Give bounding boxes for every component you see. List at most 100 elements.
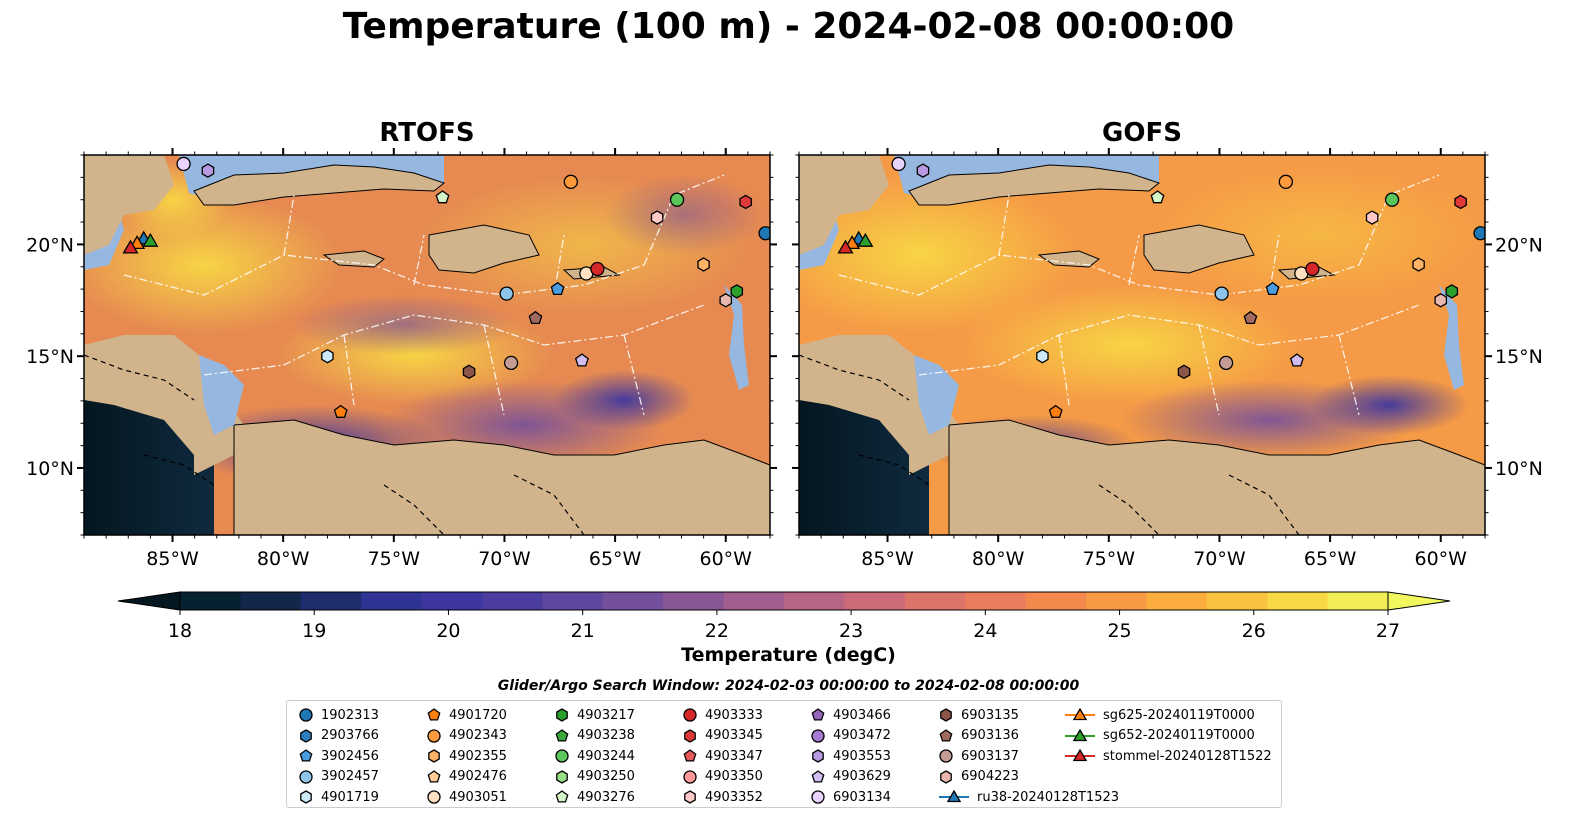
lesser-antilles-shelf	[1439, 285, 1464, 390]
legend-item: 6903137	[937, 746, 1019, 766]
legend-marker	[940, 769, 952, 784]
colorbar-bin	[1327, 592, 1389, 610]
legend-label: 4902476	[449, 769, 507, 784]
legend-item: 4902355	[425, 746, 507, 766]
legend-marker-pentagon-icon	[811, 769, 825, 783]
panel-title-rtofs: RTOFS	[379, 118, 475, 148]
float-marker-4903629	[1289, 353, 1304, 367]
legend-label: 4903553	[833, 748, 891, 764]
legend-item: stommel-20240128T1522	[1063, 746, 1272, 766]
colorbar-bin	[1146, 592, 1208, 610]
legend-marker	[427, 708, 441, 721]
legend-marker-pentagon-icon	[811, 708, 825, 721]
float-marker-6903137	[503, 355, 519, 371]
colorbar-bin	[1025, 592, 1087, 610]
legend-label: 6903137	[961, 748, 1019, 764]
colorbar-extend-high	[1387, 591, 1451, 611]
float-marker-4903217	[1445, 284, 1459, 299]
legend-label: 4903352	[705, 789, 763, 805]
legend-marker	[812, 749, 824, 763]
legend-label: 4903350	[705, 769, 763, 784]
float-marker-4901719	[321, 348, 334, 364]
colorbar-bin	[542, 592, 604, 610]
legend-item: 4903347	[681, 746, 763, 766]
legend-marker	[427, 790, 441, 804]
legend-marker-hexagon-icon	[556, 769, 568, 784]
colorbar-bin	[904, 592, 966, 610]
legend-item: 4903238	[553, 726, 635, 746]
legend-item: 4901720	[425, 705, 507, 725]
legend-label: 6903135	[961, 707, 1019, 723]
legend-item: ru38-20240128T1523	[937, 787, 1119, 807]
colorbar-tick-label: 24	[973, 620, 997, 642]
legend-item: 4903352	[681, 787, 763, 807]
float-marker-4903553	[201, 163, 215, 178]
float-marker-6903134	[176, 156, 191, 172]
legend-marker	[683, 708, 697, 722]
legend-marker-hexagon-icon	[684, 790, 696, 804]
legend-marker-circle-icon	[299, 769, 313, 784]
legend-item: 4902343	[425, 726, 507, 746]
float-marker-4903244	[669, 192, 685, 207]
colorbar-bin	[784, 592, 845, 610]
colorbar-extend-low	[117, 591, 181, 611]
lon-tick-label: 65°W	[589, 548, 642, 570]
legend-marker-circle-icon	[427, 790, 441, 804]
lon-tick-label: 80°W	[257, 548, 310, 570]
legend-marker	[428, 749, 440, 763]
lon-tick-label: 85°W	[861, 548, 914, 570]
float-marker-4902355	[1412, 257, 1425, 272]
legend-marker	[683, 769, 697, 784]
legend-marker	[300, 728, 312, 743]
legend-item: 4903472	[809, 726, 891, 746]
lon-tick-label: 70°W	[478, 548, 531, 570]
legend-marker	[1072, 748, 1088, 762]
colorbar-bin	[180, 592, 241, 610]
colorbar-tick-label: 20	[436, 620, 460, 642]
colorbar-bin	[482, 592, 543, 610]
legend-marker-triangle-icon	[1065, 707, 1095, 721]
legend-item: sg625-20240119T0000	[1063, 705, 1255, 725]
float-marker-4902343	[1278, 174, 1293, 189]
float-marker-stommel-20240128T1522	[837, 239, 854, 254]
legend-label: 4903629	[833, 769, 891, 784]
legend-marker-hexagon-icon	[556, 708, 568, 722]
legend-label: 4903333	[705, 707, 763, 723]
float-marker-4902355	[697, 257, 710, 272]
map-area-rtofs	[84, 155, 770, 535]
legend-marker	[555, 790, 569, 803]
legend-label: sg625-20240119T0000	[1103, 707, 1255, 723]
float-marker-4901720	[1048, 404, 1063, 418]
lon-tick-label: 60°W	[1415, 548, 1468, 570]
country-borders	[84, 354, 585, 535]
colorbar-bin	[965, 592, 1027, 610]
float-marker-6903134	[891, 156, 906, 172]
legend-marker-circle-icon	[811, 790, 825, 804]
float-marker-4901720	[333, 404, 348, 418]
colorbar-bin	[1086, 592, 1147, 610]
float-marker-6903136	[1243, 310, 1258, 325]
legend-marker-triangle-icon	[1065, 728, 1095, 741]
lon-tick-label: 70°W	[1193, 548, 1246, 570]
colorbar-tick-label: 25	[1107, 620, 1131, 642]
legend-marker	[427, 769, 441, 783]
colorbar-bin	[1206, 592, 1268, 610]
legend-label: 4903276	[577, 789, 635, 805]
legend-marker	[811, 708, 825, 721]
ticks-rtofs: 85°W 80°W 75°W 70°W 65°W 60°W 20°N 15°N 10°N	[26, 148, 777, 570]
float-marker-4903345	[1454, 194, 1467, 210]
float-marker-3902456	[1265, 281, 1280, 296]
legend-item: 6903134	[809, 787, 891, 807]
legend-item: 6903135	[937, 705, 1019, 725]
legend-marker-circle-icon	[555, 749, 569, 763]
legend-item: 4903629	[809, 767, 891, 787]
colorbar-label: Temperature (degC)	[681, 644, 896, 666]
legend-label: 4902343	[449, 728, 507, 743]
float-marker-4903352	[1365, 210, 1379, 225]
lesser-antilles-shelf	[724, 285, 749, 390]
legend-marker	[939, 749, 953, 763]
legend-marker	[299, 749, 313, 762]
legend-item: 4903345	[681, 726, 763, 746]
colorbar-tick-label: 22	[705, 620, 729, 642]
float-marker-sg652-20240119T0000	[857, 232, 874, 247]
